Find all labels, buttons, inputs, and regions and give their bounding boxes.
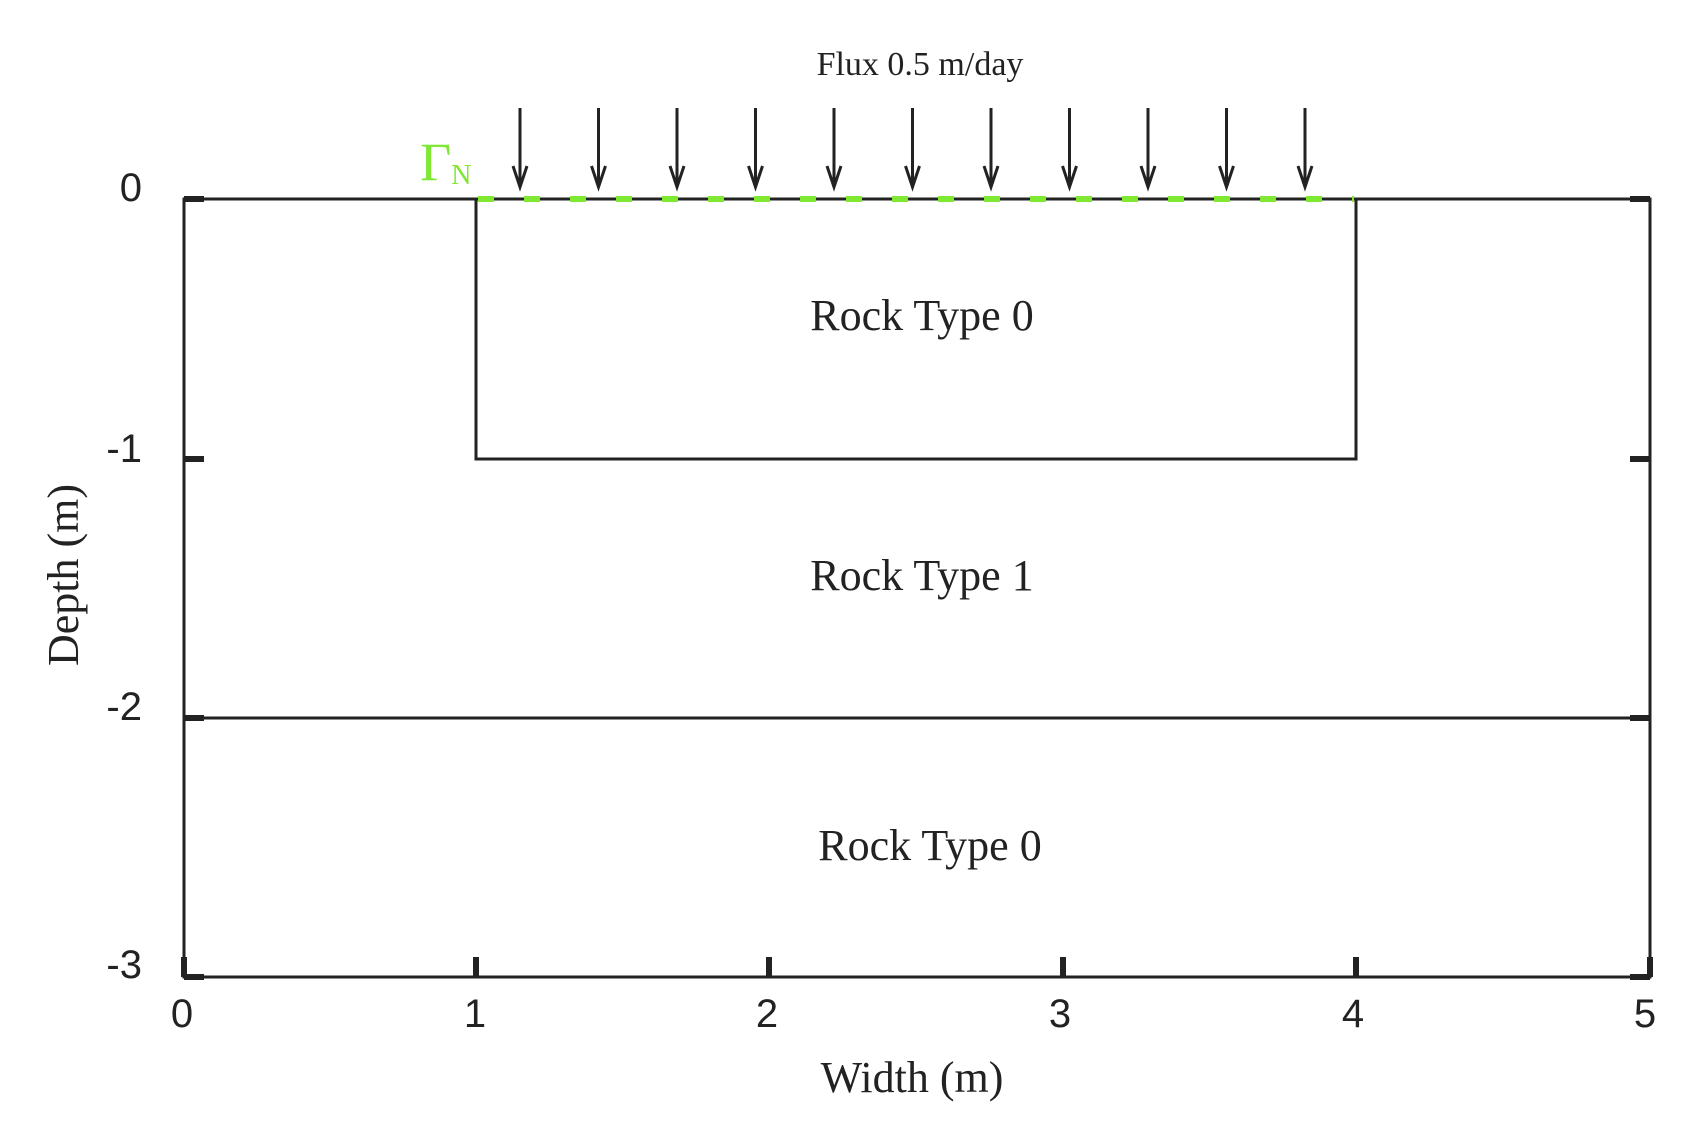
flux-arrow (1139, 108, 1157, 192)
flux-arrow (1061, 108, 1078, 192)
x-tick-label: 0 (171, 992, 193, 1036)
flux-arrow (668, 108, 686, 192)
y-tick-label: 0 (120, 166, 142, 210)
flux-arrow-head (1061, 165, 1078, 192)
flux-arrow-head (904, 165, 921, 192)
region-label-rock-type-0-top: Rock Type 0 (810, 291, 1033, 340)
x-tick-label: 5 (1634, 992, 1656, 1036)
y-tick-label: -2 (106, 685, 142, 729)
tick-marks (181, 196, 1653, 980)
flux-arrow (1218, 108, 1235, 192)
flux-arrow-head (1296, 165, 1314, 192)
flux-arrow (747, 108, 764, 192)
flux-arrow (904, 108, 921, 192)
y-tick-label: -1 (106, 427, 142, 471)
flux-arrow (825, 108, 843, 192)
flux-arrow (511, 108, 529, 192)
x-tick-label: 3 (1049, 992, 1071, 1036)
flux-arrow (1296, 108, 1314, 192)
inner-rock-region-outline (474, 197, 1358, 461)
flux-arrow (590, 108, 607, 192)
x-tick-label: 4 (1342, 992, 1364, 1036)
flux-arrow-head (825, 165, 843, 192)
x-axis-title: Width (m) (821, 1053, 1004, 1102)
y-tick-label: -3 (106, 943, 142, 987)
flux-arrow-head (982, 165, 1000, 192)
x-tick-label: 2 (756, 992, 778, 1036)
region-label-rock-type-0-bottom: Rock Type 0 (818, 821, 1041, 870)
flux-arrows (511, 108, 1314, 192)
flux-arrow-head (668, 165, 686, 192)
y-axis-title: Depth (m) (39, 484, 88, 666)
flux-label: Flux 0.5 m/day (817, 46, 1024, 83)
flux-arrow (982, 108, 1000, 192)
boundary-label: ΓN (420, 132, 471, 192)
flux-arrow-head (1139, 165, 1157, 192)
flux-arrow-head (511, 165, 529, 192)
region-label-rock-type-1: Rock Type 1 (810, 551, 1033, 600)
flux-arrow-head (747, 165, 764, 192)
flux-arrow-head (590, 165, 607, 192)
boundary-subscript: N (451, 160, 471, 191)
x-tick-label: 1 (464, 992, 486, 1036)
boundary-symbol: Γ (420, 132, 451, 192)
flux-arrow-head (1218, 165, 1235, 192)
